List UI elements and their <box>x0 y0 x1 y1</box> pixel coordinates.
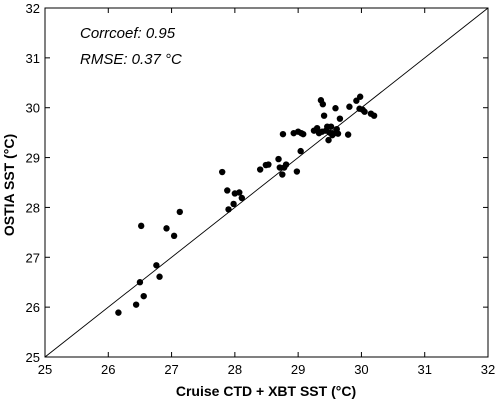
x-tick-label: 27 <box>164 362 178 377</box>
x-tick-label: 28 <box>228 362 242 377</box>
data-point <box>356 93 364 100</box>
y-tick-label: 25 <box>26 350 40 365</box>
data-point <box>265 161 272 168</box>
data-point <box>219 168 226 176</box>
data-point <box>325 136 332 144</box>
y-tick-label: 28 <box>26 200 40 215</box>
data-point <box>238 194 246 202</box>
x-tick-label: 32 <box>481 362 495 377</box>
data-point <box>282 161 290 168</box>
data-point <box>344 131 352 138</box>
data-point <box>327 123 335 130</box>
y-tick-label: 26 <box>26 300 40 315</box>
data-point <box>170 232 178 240</box>
data-point <box>336 115 344 122</box>
data-point <box>224 187 231 194</box>
x-tick-label: 31 <box>417 362 431 377</box>
reference-line-group <box>44 7 489 358</box>
x-axis: 25 26 27 28 29 30 31 32 <box>38 8 495 377</box>
data-point <box>346 103 353 110</box>
data-point <box>115 309 122 316</box>
y-axis: 25 26 27 28 29 30 31 32 <box>26 1 488 365</box>
data-point <box>256 166 264 173</box>
data-point <box>137 222 145 230</box>
data-point <box>153 262 160 269</box>
x-tick-label: 29 <box>291 362 305 377</box>
data-point <box>330 130 337 137</box>
data-point <box>132 301 140 308</box>
data-point <box>163 225 170 232</box>
data-point <box>334 130 342 137</box>
plot-border <box>44 7 489 358</box>
data-point <box>332 105 339 112</box>
data-point <box>313 124 321 132</box>
x-tick-label: 30 <box>354 362 368 377</box>
data-point <box>176 208 183 216</box>
data-point <box>275 155 282 163</box>
annotation-rmse: RMSE: 0.37 °C <box>80 51 182 68</box>
data-points <box>115 93 378 316</box>
x-tick-label: 25 <box>38 362 52 377</box>
reference-line <box>44 7 489 358</box>
data-point <box>276 164 283 171</box>
data-point <box>370 112 378 119</box>
data-point <box>136 279 144 286</box>
y-tick-label: 31 <box>26 51 40 66</box>
data-point <box>156 273 163 280</box>
x-tick-label: 26 <box>101 362 115 377</box>
data-point <box>230 200 237 208</box>
data-point <box>353 97 360 104</box>
data-point <box>140 292 147 300</box>
x-axis-title: Cruise CTD + XBT SST (°C) <box>176 383 356 399</box>
y-axis-title: OSTIA SST (°C) <box>1 134 17 236</box>
y-tick-label: 30 <box>26 101 40 116</box>
data-point <box>361 108 368 115</box>
data-point <box>225 206 232 213</box>
data-point <box>320 112 328 119</box>
data-point <box>279 130 287 138</box>
y-tick-label: 29 <box>26 151 40 166</box>
data-point <box>300 130 307 138</box>
data-point <box>279 171 286 178</box>
plot-frame <box>44 7 489 358</box>
annotation-corrcoef: Corrcoef: 0.95 <box>80 25 176 42</box>
data-point <box>236 189 243 196</box>
data-point <box>319 101 327 108</box>
y-tick-label: 27 <box>26 250 40 265</box>
data-point <box>293 168 301 175</box>
annotations: Corrcoef: 0.95 RMSE: 0.37 °C <box>80 25 182 68</box>
data-point <box>297 147 304 155</box>
y-tick-label: 32 <box>26 1 40 16</box>
